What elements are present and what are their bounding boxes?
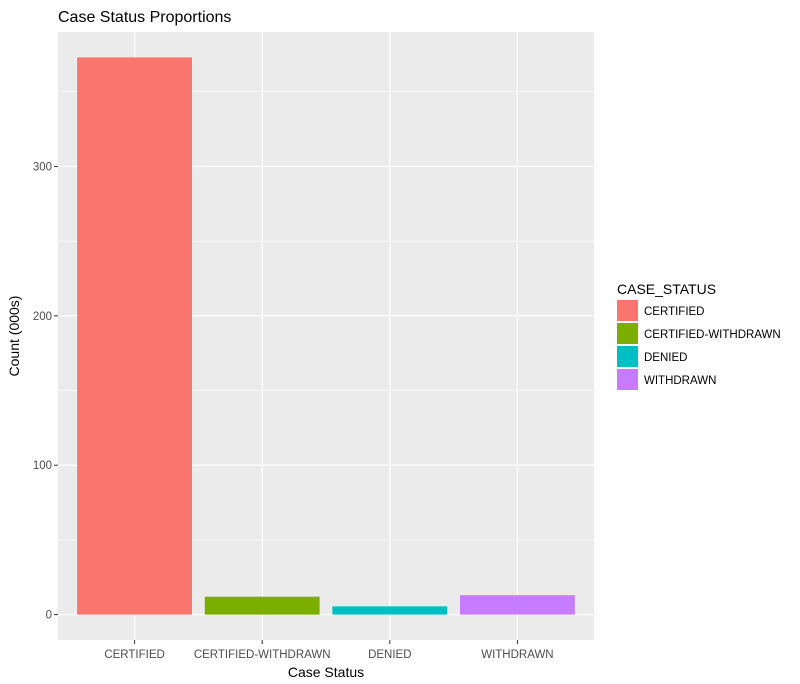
legend-key-certified — [617, 300, 638, 321]
x-tick-label: DENIED — [368, 649, 411, 661]
bars — [77, 57, 575, 615]
bar-certified — [77, 57, 192, 615]
y-tick-label: 100 — [33, 460, 52, 472]
bar-denied — [332, 606, 448, 615]
y-axis-title: Count (000s) — [6, 296, 22, 377]
y-tick-label: 300 — [33, 161, 52, 173]
legend-title: CASE_STATUS — [617, 281, 716, 297]
x-tick-label: CERTIFIED-WITHDRAWN — [194, 649, 331, 661]
legend-key-denied — [617, 346, 638, 367]
x-axis-title: Case Status — [288, 664, 364, 680]
bar-certified-withdrawn — [204, 596, 320, 615]
chart-title: Case Status Proportions — [58, 9, 231, 26]
y-axis: 0 100 200 300 — [33, 161, 58, 622]
x-tick-label: CERTIFIED — [104, 649, 165, 661]
legend: CASE_STATUS CERTIFIED CERTIFIED-WITHDRAWN… — [617, 281, 781, 390]
bar-withdrawn — [460, 595, 575, 615]
legend-label: CERTIFIED — [644, 306, 705, 318]
y-tick-label: 200 — [33, 311, 52, 323]
legend-key-certified-withdrawn — [617, 323, 638, 344]
legend-label: WITHDRAWN — [644, 375, 716, 387]
legend-key-withdrawn — [617, 369, 638, 390]
y-tick-label: 0 — [46, 610, 52, 622]
x-axis: CERTIFIED CERTIFIED-WITHDRAWN DENIED WITHDR… — [104, 640, 554, 661]
x-tick-label: WITHDRAWN — [481, 649, 553, 661]
legend-label: DENIED — [644, 352, 687, 364]
legend-label: CERTIFIED-WITHDRAWN — [644, 329, 781, 341]
